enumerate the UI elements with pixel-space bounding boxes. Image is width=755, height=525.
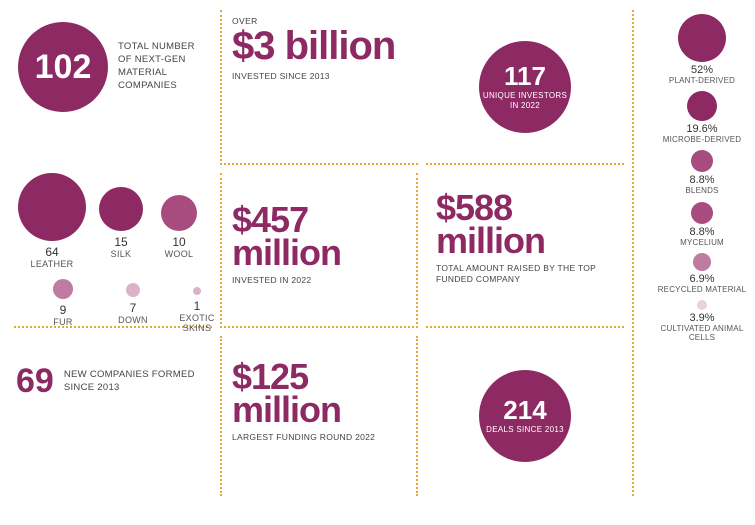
source-mix-item: 3.9%CULTIVATED ANIMAL CELLS <box>652 300 752 342</box>
largest-round-value: $125 million <box>232 360 414 426</box>
infographic-grid: 102 TOTAL NUMBER OF NEXT-GEN MATERIAL CO… <box>14 10 747 496</box>
invested-total-sub: INVESTED SINCE 2013 <box>232 71 402 82</box>
source-mix-list: 52%PLANT-DERIVED 19.6%MICROBE-DERIVED 8.8%… <box>644 10 755 342</box>
invested-total-cell: OVER $3 billion INVESTED SINCE 2013 <box>220 10 418 165</box>
invested-total-value: $3 billion <box>232 28 416 65</box>
total-companies-cell: 102 TOTAL NUMBER OF NEXT-GEN MATERIAL CO… <box>14 10 212 165</box>
top-funded-cell: $588 million TOTAL AMOUNT RAISED BY THE … <box>426 173 624 328</box>
invested-2022-cell: $457 million INVESTED IN 2022 <box>220 173 418 328</box>
deals-value: 214 <box>503 397 546 423</box>
source-mix-dot <box>691 150 713 172</box>
material-bubble-item: 7DOWN <box>108 283 158 325</box>
invested-2022-sub: INVESTED IN 2022 <box>232 275 402 286</box>
source-mix-dot <box>678 14 726 62</box>
material-bubble-label: SILK <box>96 249 146 259</box>
material-bubble-item: 64LEATHER <box>18 173 86 269</box>
source-mix-dot <box>687 91 717 121</box>
source-mix-dot <box>691 202 713 224</box>
investors-badge: 117 UNIQUE INVESTORS IN 2022 <box>479 41 571 133</box>
material-bubble-label: WOOL <box>154 249 204 259</box>
material-bubble-value: 9 <box>38 303 88 317</box>
source-mix-pct: 3.9% <box>689 312 714 324</box>
material-bubble-label: FUR <box>38 317 88 327</box>
source-mix-item: 52%PLANT-DERIVED <box>669 14 735 85</box>
material-bubble-dot <box>193 287 201 295</box>
largest-round-cell: $125 million LARGEST FUNDING ROUND 2022 <box>220 336 418 496</box>
material-bubble-dot <box>18 173 86 241</box>
total-companies-circle: 102 <box>18 22 108 112</box>
source-mix-label: RECYCLED MATERIAL <box>658 285 747 294</box>
source-mix-pct: 19.6% <box>686 123 717 135</box>
source-mix-pct: 8.8% <box>689 226 714 238</box>
deals-label: DEALS SINCE 2013 <box>486 425 564 435</box>
material-bubble-item: 9FUR <box>38 279 88 327</box>
top-funded-sub: TOTAL AMOUNT RAISED BY THE TOP FUNDED CO… <box>436 263 606 285</box>
source-mix-label: MICROBE-DERIVED <box>663 135 742 144</box>
source-mix-dot <box>697 300 707 310</box>
source-mix-pct: 52% <box>691 64 713 76</box>
material-bubble-value: 10 <box>154 235 204 249</box>
material-bubbles-cell: 64LEATHER15SILK10WOOL9FUR7DOWN1EXOTIC SK… <box>14 173 212 328</box>
material-bubble-value: 15 <box>96 235 146 249</box>
new-companies-value: 69 <box>16 362 54 401</box>
material-bubble-label: EXOTIC SKINS <box>172 313 222 333</box>
new-companies-cell: 69 NEW COMPANIES FORMED SINCE 2013 <box>14 336 212 496</box>
material-bubble-chart: 64LEATHER15SILK10WOOL9FUR7DOWN1EXOTIC SK… <box>14 173 212 326</box>
source-mix-item: 8.8%BLENDS <box>685 150 718 195</box>
material-bubble-dot <box>99 187 143 231</box>
source-mix-label: CULTIVATED ANIMAL CELLS <box>652 324 752 342</box>
total-companies-label: TOTAL NUMBER OF NEXT-GEN MATERIAL COMPAN… <box>118 41 208 92</box>
source-mix-dot <box>693 253 711 271</box>
material-bubble-dot <box>126 283 140 297</box>
investors-cell: 117 UNIQUE INVESTORS IN 2022 <box>426 10 624 165</box>
material-bubble-dot <box>53 279 73 299</box>
material-bubble-dot <box>161 195 197 231</box>
source-mix-pct: 8.8% <box>689 174 714 186</box>
new-companies-label: NEW COMPANIES FORMED SINCE 2013 <box>64 369 212 395</box>
invested-2022-value: $457 million <box>232 203 414 269</box>
source-mix-label: PLANT-DERIVED <box>669 76 735 85</box>
source-mix-label: BLENDS <box>685 186 718 195</box>
source-mix-item: 19.6%MICROBE-DERIVED <box>663 91 742 144</box>
material-bubble-value: 1 <box>172 299 222 313</box>
investors-value: 117 <box>504 63 546 89</box>
material-bubble-label: LEATHER <box>18 259 86 269</box>
material-bubble-value: 7 <box>108 301 158 315</box>
source-mix-item: 6.9%RECYCLED MATERIAL <box>658 253 747 294</box>
material-bubble-item: 1EXOTIC SKINS <box>172 287 222 333</box>
largest-round-sub: LARGEST FUNDING ROUND 2022 <box>232 432 402 443</box>
deals-badge: 214 DEALS SINCE 2013 <box>479 370 571 462</box>
total-companies-value: 102 <box>35 48 92 87</box>
deals-cell: 214 DEALS SINCE 2013 <box>426 336 624 496</box>
top-funded-value: $588 million <box>436 191 622 257</box>
material-bubble-label: DOWN <box>108 315 158 325</box>
source-mix-item: 8.8%MYCELIUM <box>680 202 724 247</box>
source-mix-cell: 52%PLANT-DERIVED 19.6%MICROBE-DERIVED 8.8%… <box>632 10 755 496</box>
investors-label: UNIQUE INVESTORS IN 2022 <box>479 91 571 110</box>
material-bubble-item: 10WOOL <box>154 195 204 259</box>
material-bubble-value: 64 <box>18 245 86 259</box>
material-bubble-item: 15SILK <box>96 187 146 259</box>
source-mix-label: MYCELIUM <box>680 238 724 247</box>
source-mix-pct: 6.9% <box>689 273 714 285</box>
